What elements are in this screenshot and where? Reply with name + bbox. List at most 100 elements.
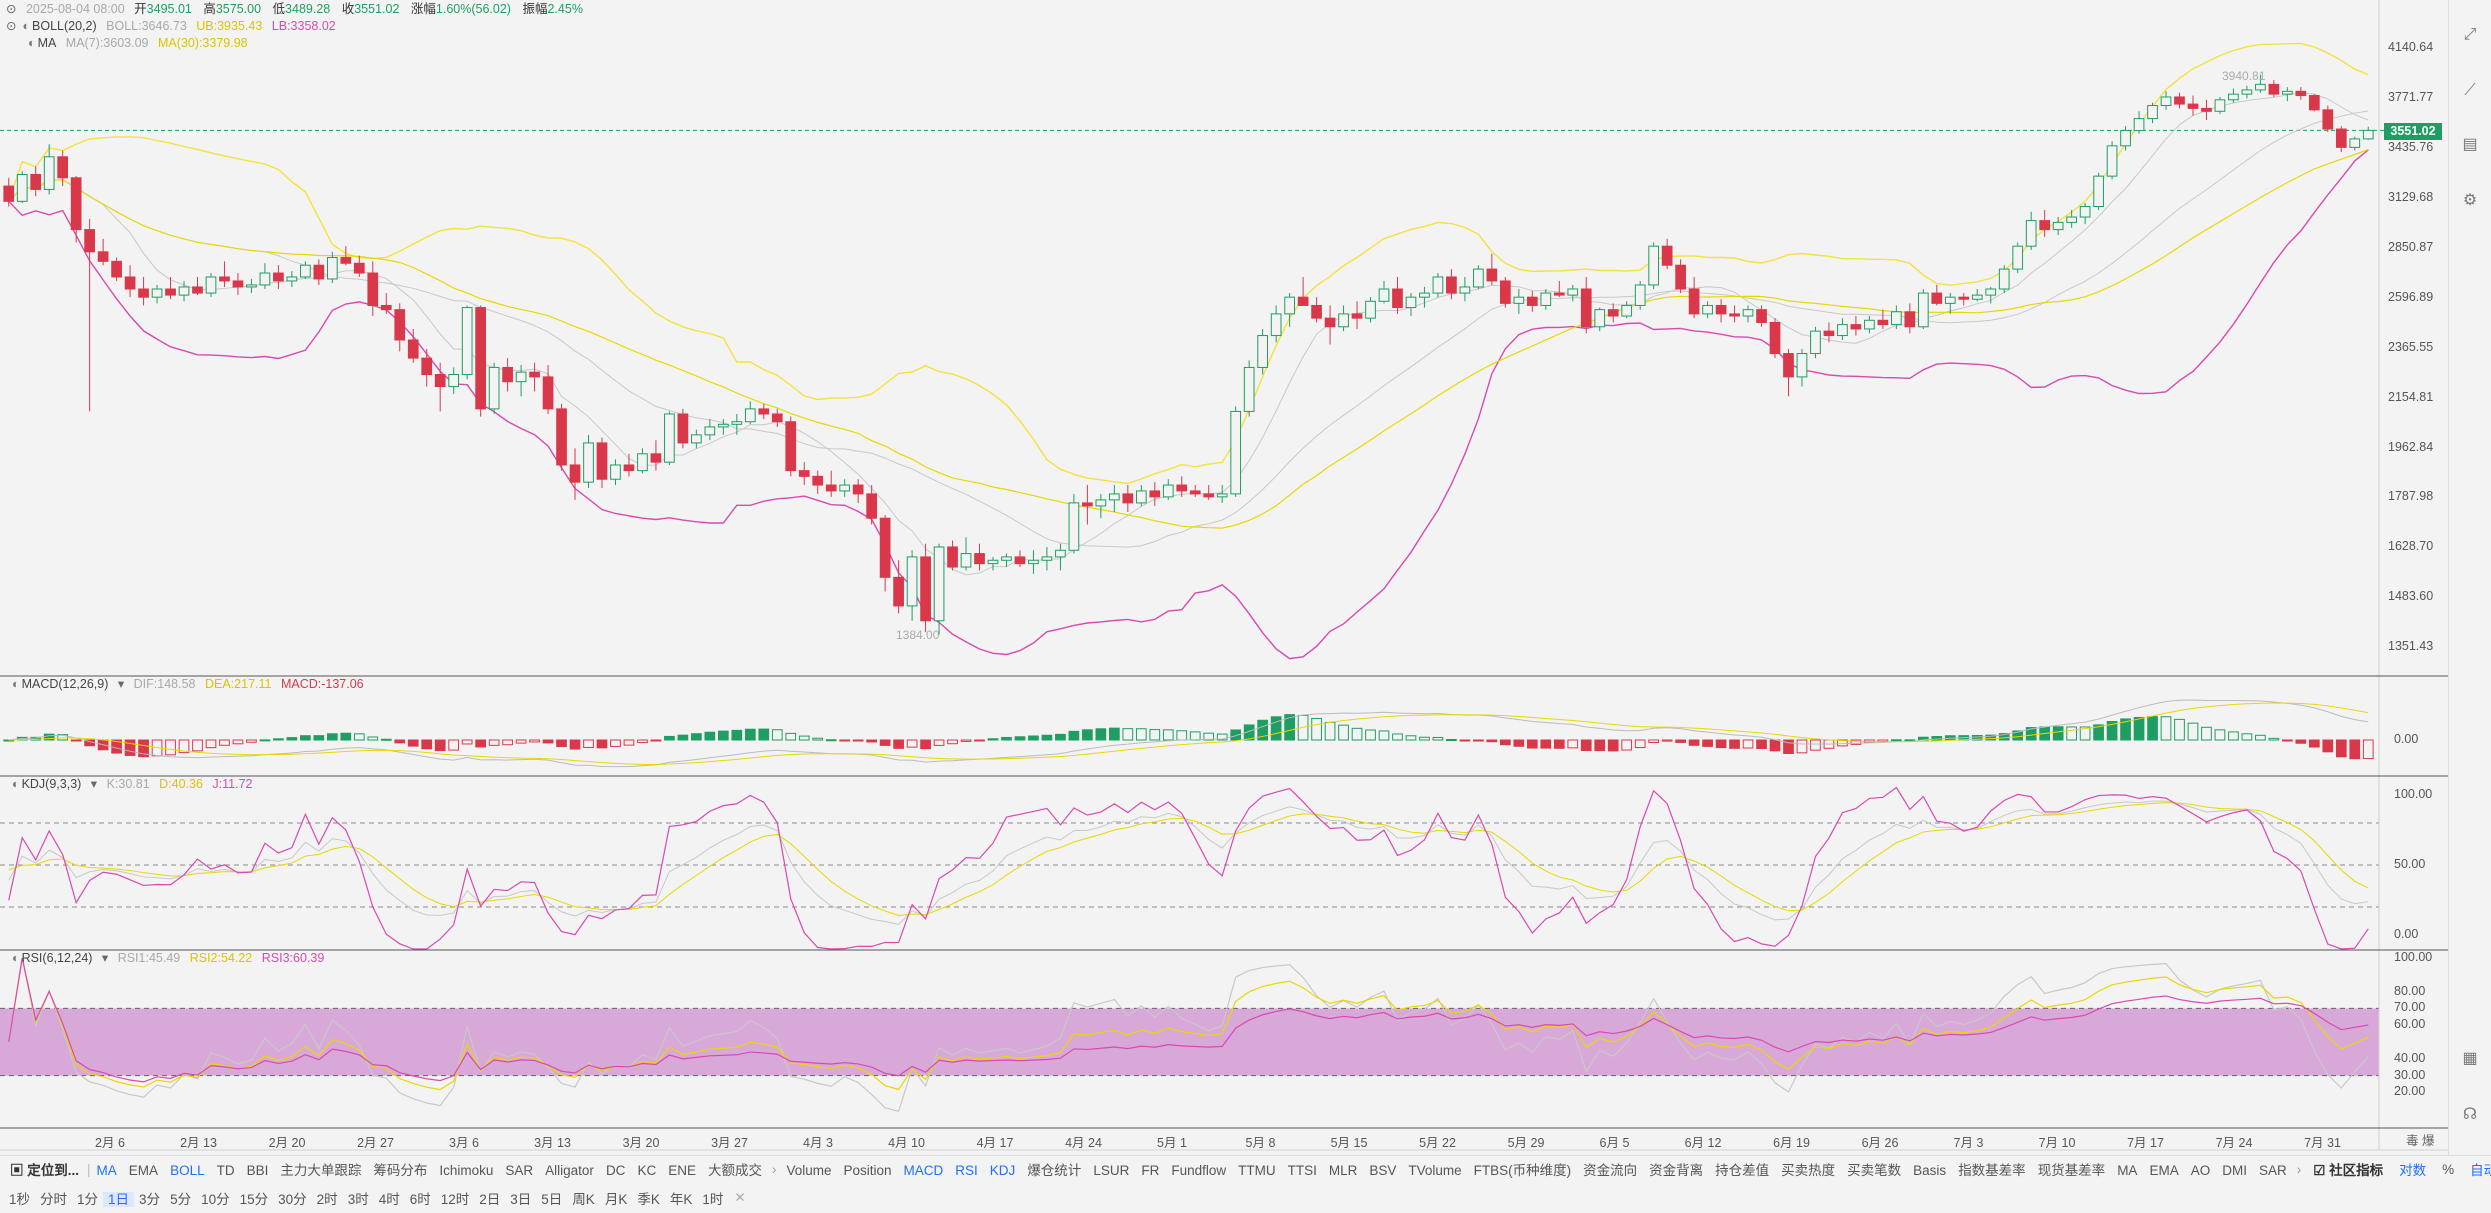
timeframe-11[interactable]: 4时	[378, 1192, 400, 1207]
timeframe-18[interactable]: 月K	[604, 1192, 628, 1207]
timeframe-20[interactable]: 年K	[669, 1192, 693, 1207]
timeframe-5[interactable]: 5分	[170, 1192, 192, 1207]
sub-indicator-24[interactable]: EMA	[2149, 1163, 2179, 1178]
timeframe-19[interactable]: 季K	[637, 1192, 660, 1207]
timeframe-14[interactable]: 2日	[479, 1192, 501, 1207]
timeframe-16[interactable]: 5日	[541, 1192, 563, 1207]
sub-indicator-12[interactable]: BSV	[1369, 1163, 1397, 1178]
main-indicator-9[interactable]: Alligator	[545, 1163, 594, 1178]
auto-scale-toggle[interactable]: 自动	[2470, 1163, 2491, 1178]
log-scale-toggle[interactable]: 对数	[2399, 1163, 2427, 1178]
timeframe-9[interactable]: 2时	[316, 1192, 338, 1207]
timeframe-0[interactable]: 1秒	[9, 1192, 31, 1207]
main-indicator-4[interactable]: BBI	[246, 1163, 269, 1178]
sub-indicator-3[interactable]: RSI	[955, 1163, 978, 1178]
timeframe-12[interactable]: 6时	[409, 1192, 431, 1207]
chevron-right-icon[interactable]: ›	[2296, 1161, 2302, 1177]
main-indicator-11[interactable]: KC	[637, 1163, 657, 1178]
timeframe-2[interactable]: 1分	[77, 1192, 99, 1207]
main-indicator-7[interactable]: Ichimoku	[439, 1163, 494, 1178]
sub-indicator-7[interactable]: FR	[1141, 1163, 1160, 1178]
sub-indicator-25[interactable]: AO	[2190, 1163, 2211, 1178]
sub-indicator-17[interactable]: 持仓差值	[1715, 1163, 1770, 1178]
candle-up	[1742, 309, 1754, 317]
timeframe-6[interactable]: 10分	[201, 1192, 230, 1207]
timeframe-21[interactable]: 1时	[702, 1192, 724, 1207]
settings-icon[interactable]: ⚙	[2462, 192, 2478, 209]
kdj-legend[interactable]: ◐ KDJ(9,3,3) ▾ K:30.81 D:40.36 J:11.72	[12, 776, 258, 792]
sub-indicator-20[interactable]: Basis	[1913, 1163, 1947, 1178]
sub-indicator-11[interactable]: MLR	[1328, 1163, 1358, 1178]
boll-legend[interactable]: ⊙ ◐ BOLL(20,2) BOLL:3646.73 UB:3935.43 LB:…	[6, 18, 342, 34]
rsi-legend[interactable]: ◐ RSI(6,12,24) ▾ RSI1:45.49 RSI2:54.22 RS…	[12, 950, 330, 966]
main-indicator-5[interactable]: 主力大单跟踪	[280, 1163, 362, 1178]
macd-legend[interactable]: ◐ MACD(12,26,9) ▾ DIF:148.58 DEA:217.11 M…	[12, 676, 370, 692]
macd-histogram-bar	[677, 734, 689, 741]
sub-indicator-13[interactable]: TVolume	[1408, 1163, 1462, 1178]
timeframe-4[interactable]: 3分	[139, 1192, 161, 1207]
sub-indicator-5[interactable]: 爆仓统计	[1027, 1163, 1082, 1178]
main-indicator-13[interactable]: 大额成交	[707, 1163, 762, 1178]
main-indicator-3[interactable]: TD	[216, 1163, 235, 1178]
sub-indicator-0[interactable]: Volume	[786, 1163, 832, 1178]
sub-indicator-10[interactable]: TTSI	[1287, 1163, 1317, 1178]
sub-indicator-18[interactable]: 买卖热度	[1781, 1163, 1836, 1178]
timeframe-13[interactable]: 12时	[440, 1192, 470, 1207]
eye-icon[interactable]: ◐	[22, 19, 31, 33]
timeframe-8[interactable]: 30分	[278, 1192, 307, 1207]
sub-indicator-4[interactable]: KDJ	[989, 1163, 1016, 1178]
eye-icon[interactable]: ◐	[12, 677, 20, 691]
timeframe-15[interactable]: 3日	[510, 1192, 532, 1207]
sub-indicator-19[interactable]: 买卖笔数	[1847, 1163, 1902, 1178]
eye-icon[interactable]: ◐	[12, 777, 20, 791]
main-indicator-1[interactable]: EMA	[128, 1163, 159, 1178]
sub-indicator-26[interactable]: DMI	[2222, 1163, 2247, 1178]
exit-fullscreen-icon[interactable]: ⤢	[2463, 26, 2477, 43]
main-indicator-12[interactable]: ENE	[668, 1163, 696, 1178]
sub-indicator-8[interactable]: Fundflow	[1171, 1163, 1227, 1178]
eye-icon[interactable]: ◐	[28, 36, 36, 50]
community-indicators-button[interactable]: ☑ 社区指标	[2305, 1159, 2391, 1179]
sub-indicator-16[interactable]: 资金背离	[1649, 1163, 1704, 1178]
timeframe-10[interactable]: 3时	[347, 1192, 369, 1207]
layout-icon[interactable]: ▦	[2462, 1050, 2478, 1067]
main-indicator-10[interactable]: DC	[605, 1163, 626, 1178]
ma-legend[interactable]: ◐ MA MA(7):3603.09 MA(30):3379.98	[28, 35, 254, 51]
sub-indicator-14[interactable]: FTBS(币种维度)	[1473, 1163, 1572, 1178]
eye-icon[interactable]: ◐	[12, 951, 20, 965]
candle-up	[2147, 105, 2158, 120]
collapse-chevron-icon[interactable]: ⊙	[6, 2, 17, 16]
candle-up	[16, 173, 28, 202]
sub-indicator-23[interactable]: MA	[2117, 1163, 2138, 1178]
timeframe-17[interactable]: 周K	[572, 1192, 595, 1207]
macd-histogram-bar	[1405, 735, 1417, 741]
main-indicator-8[interactable]: SAR	[505, 1163, 534, 1178]
main-indicator-6[interactable]: 筹码分布	[373, 1163, 428, 1178]
corner-label[interactable]: 毒 爆	[2406, 1134, 2435, 1148]
collapse-chevron-icon[interactable]: ⊙	[6, 19, 17, 33]
sub-indicator-22[interactable]: 现货基差率	[2037, 1163, 2106, 1178]
timeframe-1[interactable]: 分时	[40, 1192, 68, 1207]
sub-indicator-2[interactable]: MACD	[903, 1163, 944, 1178]
sub-indicator-6[interactable]: LSUR	[1093, 1163, 1130, 1178]
sub-indicator-1[interactable]: Position	[843, 1163, 892, 1178]
sub-indicator-27[interactable]: SAR	[2258, 1163, 2287, 1178]
close-icon[interactable]: ✕	[734, 1190, 746, 1205]
dropdown-triangle-icon[interactable]: ▾	[90, 777, 98, 791]
dropdown-triangle-icon[interactable]: ▾	[117, 677, 125, 691]
sub-indicator-15[interactable]: 资金流向	[1583, 1163, 1638, 1178]
timeframe-3[interactable]: 1日	[103, 1192, 135, 1207]
drawing-line-icon[interactable]: ⟋	[2464, 82, 2476, 99]
sub-indicator-9[interactable]: TTMU	[1238, 1163, 1276, 1178]
chevron-right-icon[interactable]: ›	[771, 1161, 777, 1177]
locate-button[interactable]: ▣ 定位到...	[0, 1159, 87, 1179]
main-indicator-0[interactable]: MA	[96, 1163, 117, 1178]
sub-indicator-21[interactable]: 指数基差率	[1958, 1163, 2026, 1178]
main-indicator-2[interactable]: BOLL	[170, 1163, 205, 1178]
percent-scale-toggle[interactable]: %	[2442, 1161, 2455, 1177]
timeframe-7[interactable]: 15分	[239, 1192, 269, 1207]
indicator-chart-icon[interactable]: ▤	[2462, 136, 2478, 153]
headset-icon[interactable]: ☊	[2462, 1106, 2478, 1123]
dropdown-triangle-icon[interactable]: ▾	[101, 951, 109, 965]
